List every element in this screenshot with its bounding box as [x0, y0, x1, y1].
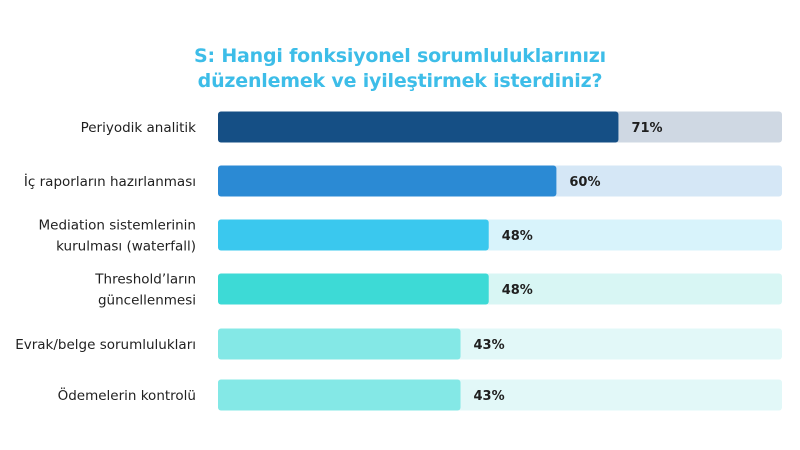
chart-title-line-1: S: Hangi fonksiyonel sorumluluklarınızı	[194, 45, 606, 67]
bar-2	[218, 219, 489, 251]
category-label-2-1: kurulması (waterfall)	[56, 239, 196, 255]
bar-4	[218, 328, 461, 360]
chart-title: S: Hangi fonksiyonel sorumluluklarınızı …	[0, 44, 800, 94]
value-label-1: 60%	[569, 175, 600, 190]
bar-0	[218, 111, 619, 143]
value-label-0: 71%	[631, 121, 662, 136]
category-label-1-0: İç raporların hazırlanması	[24, 172, 196, 190]
value-label-5: 43%	[474, 389, 505, 404]
category-label-3-0: Threshold’ların	[94, 272, 196, 288]
value-label-2: 48%	[502, 229, 533, 244]
category-label-3-1: güncellenmesi	[98, 293, 196, 309]
category-label-4-0: Evrak/belge sorumlulukları	[15, 337, 196, 353]
bar-3	[218, 273, 489, 305]
category-label-2-0: Mediation sistemlerinin	[39, 218, 197, 234]
bar-1	[218, 165, 557, 197]
category-label-0-0: Periyodik analitik	[81, 120, 197, 136]
bar-5	[218, 379, 461, 411]
category-label-5-0: Ödemelerin kontrolü	[58, 386, 196, 404]
value-label-3: 48%	[502, 283, 533, 298]
chart-title-line-2: düzenlemek ve iyileştirmek isterdiniz?	[197, 70, 603, 92]
value-label-4: 43%	[474, 338, 505, 353]
